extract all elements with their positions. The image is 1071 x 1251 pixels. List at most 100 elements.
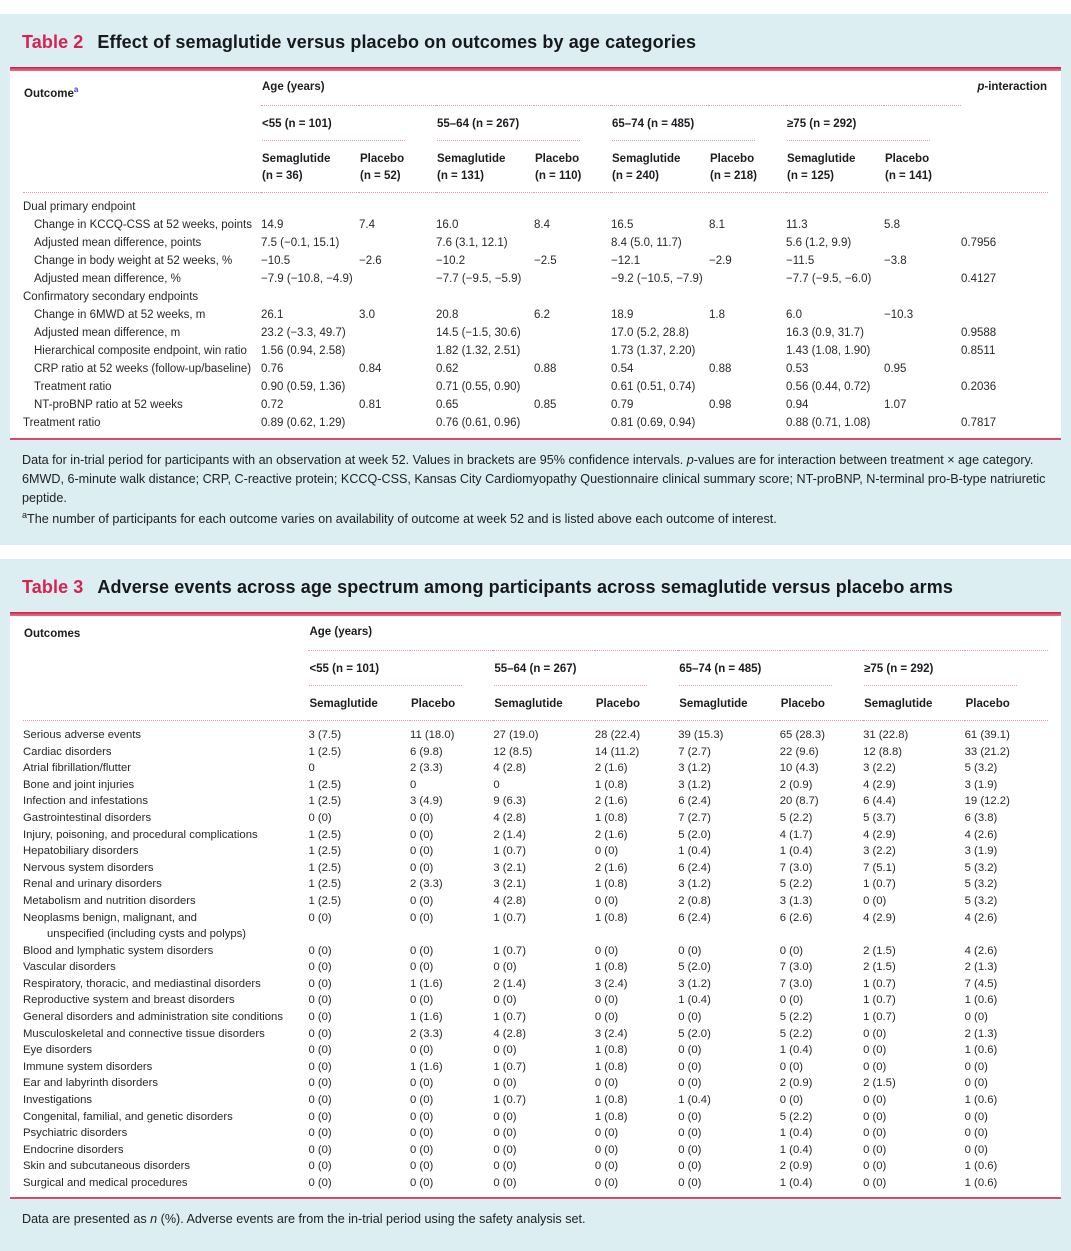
p-value-cell: 0.7956 <box>961 236 997 249</box>
value-cell: −10.3 <box>884 308 914 321</box>
p-value-cell: 0.7817 <box>961 416 997 429</box>
value-cell: 1 (0.6) <box>964 1160 998 1173</box>
value-cell: 0 (0) <box>678 1127 702 1140</box>
value-cell: 0 (0) <box>594 1160 619 1173</box>
value-cell: 0 (0) <box>678 1011 702 1024</box>
value-cell: 0 (0) <box>678 1160 702 1173</box>
value-cell: 39 (15.3) <box>678 728 724 741</box>
value-cell: 1 (0.7) <box>493 845 526 858</box>
value-cell: 0 (0) <box>863 1143 887 1156</box>
row-label: Gastrointestinal disorders <box>23 811 152 824</box>
value-cell: −9.2 (−10.5, −7.9) <box>611 272 703 285</box>
row-label: CRP ratio at 52 weeks (follow-up/baselin… <box>34 362 252 375</box>
table-row: Adjusted mean difference, m 23.2 (−3.3, 4… <box>23 325 1048 343</box>
value-cell: 0 (0) <box>410 994 434 1007</box>
value-cell: 1 (0.7) <box>863 977 896 990</box>
table-row: Change in KCCQ-CSS at 52 weeks, points 14… <box>23 217 1048 235</box>
value-cell: 4 (2.6) <box>964 911 998 924</box>
arm-header: Placebo (n = 141) <box>884 142 962 193</box>
value-cell: 7 (3.0) <box>779 861 813 874</box>
value-cell: 1 (0.8) <box>594 811 628 824</box>
value-cell: 0 (0) <box>678 1060 702 1073</box>
value-cell: 0 (0) <box>964 1143 988 1156</box>
table2-inner: Outcomea Age (years) p-interaction <55 (n =… <box>10 71 1061 438</box>
value-cell: 0.76 (0.61, 0.96) <box>436 416 521 429</box>
value-cell: 3 (2.2) <box>863 762 896 775</box>
value-cell: 4 (2.9) <box>863 828 896 841</box>
value-cell: 5 (2.2) <box>779 1110 813 1123</box>
p-value-cell: 0.8511 <box>961 344 996 357</box>
value-cell: 0 (0) <box>308 1110 332 1123</box>
value-cell: 0.89 (0.62, 1.29) <box>261 416 346 429</box>
value-cell: 0 (0) <box>493 1077 517 1090</box>
arm-name: Placebo <box>965 697 1010 710</box>
value-cell: 5 (2.0) <box>678 1027 711 1040</box>
value-cell: 2 (0.9) <box>779 1077 813 1090</box>
value-cell: 0 (0) <box>308 1077 332 1090</box>
value-cell: 6 (4.4) <box>863 795 896 808</box>
value-cell: 2 (0.9) <box>779 1160 813 1173</box>
row-label: Treatment ratio <box>34 380 112 393</box>
value-cell <box>709 235 786 253</box>
value-cell: −3.8 <box>884 254 907 267</box>
value-cell: 0 (0) <box>410 1044 434 1057</box>
value-cell: 1 (2.5) <box>308 745 342 758</box>
arm-header: Placebo <box>594 686 679 721</box>
value-cell <box>359 343 436 361</box>
value-cell <box>709 343 786 361</box>
p-value-cell <box>961 217 1048 235</box>
arm-header: Semaglutide (n = 36) <box>261 142 359 193</box>
value-cell: 0.62 <box>436 362 459 375</box>
arm-name: Semaglutide <box>679 697 748 710</box>
value-cell: 4 (2.6) <box>964 828 998 841</box>
row-label: Vascular disorders <box>23 961 116 974</box>
value-cell: 0 (0) <box>410 1160 434 1173</box>
p-value-cell <box>961 253 1048 271</box>
arm-n-count: (n = 52) <box>360 170 401 182</box>
value-cell: 1 (0.8) <box>594 961 628 974</box>
value-cell <box>534 271 611 289</box>
value-cell: 3.0 <box>359 308 375 321</box>
value-cell: 2 (1.5) <box>863 961 896 974</box>
value-cell <box>884 235 961 253</box>
value-cell: 6.2 <box>534 308 550 321</box>
arm-name: Placebo <box>780 697 825 710</box>
value-cell: 0 (0) <box>594 845 619 858</box>
value-cell: −7.7 (−9.5, −6.0) <box>786 272 872 285</box>
outcome-header-text: Outcome <box>24 87 74 100</box>
age-group-label: 65–74 (n = 485) <box>612 118 755 141</box>
arm-header: Placebo <box>964 686 1048 721</box>
table2-heading: Table 2 Effect of semaglutide versus plac… <box>0 20 1071 67</box>
value-cell: 5 (3.2) <box>964 861 998 874</box>
age-group-label: 65–74 (n = 485) <box>679 663 833 686</box>
value-cell: 0 (0) <box>308 1044 332 1057</box>
arm-name: Placebo <box>885 153 930 165</box>
value-cell <box>884 325 961 343</box>
table-row: Skin and subcutaneous disorders 0 (0) 0 (0… <box>23 1159 1048 1176</box>
table-row: Infection and infestations 1 (2.5) 3 (4.9)… <box>23 794 1048 811</box>
value-cell: 1.07 <box>884 398 907 411</box>
value-cell: 2 (1.6) <box>594 762 628 775</box>
value-cell: 1.56 (0.94, 2.58) <box>261 344 346 357</box>
value-cell: 7 (2.7) <box>678 745 711 758</box>
row-label: Bone and joint injuries <box>23 778 135 791</box>
table-row: Neoplasms benign, malignant, and 0 (0) 0 (… <box>23 910 1048 927</box>
footnote-text: (%). Adverse events are from the in-tria… <box>157 1212 586 1227</box>
value-cell: 18.9 <box>611 308 634 321</box>
value-cell: 0 (0) <box>308 911 332 924</box>
age-group-label: ≥75 (n = 292) <box>787 118 931 141</box>
value-cell: 4 (2.8) <box>493 762 526 775</box>
table3-box: Outcomes Age (years) <55 (n = 101) 55–64 (n… <box>10 611 1061 1200</box>
value-cell <box>359 235 436 253</box>
value-cell <box>534 379 611 397</box>
value-cell: 0.88 <box>534 362 557 375</box>
row-label: NT-proBNP ratio at 52 weeks <box>34 398 183 411</box>
table3-heading: Table 3 Adverse events across age spectru… <box>0 565 1071 612</box>
table2-footnote-2: aThe number of participants for each out… <box>22 509 1049 529</box>
table3-caption: Adverse events across age spectrum among… <box>97 576 953 597</box>
table-row: Metabolism and nutrition disorders 1 (2.5… <box>23 893 1048 910</box>
value-cell: 1 (2.5) <box>308 861 342 874</box>
value-cell <box>534 235 611 253</box>
table2-card: Table 2 Effect of semaglutide versus plac… <box>0 14 1071 545</box>
value-cell: −2.9 <box>709 254 732 267</box>
